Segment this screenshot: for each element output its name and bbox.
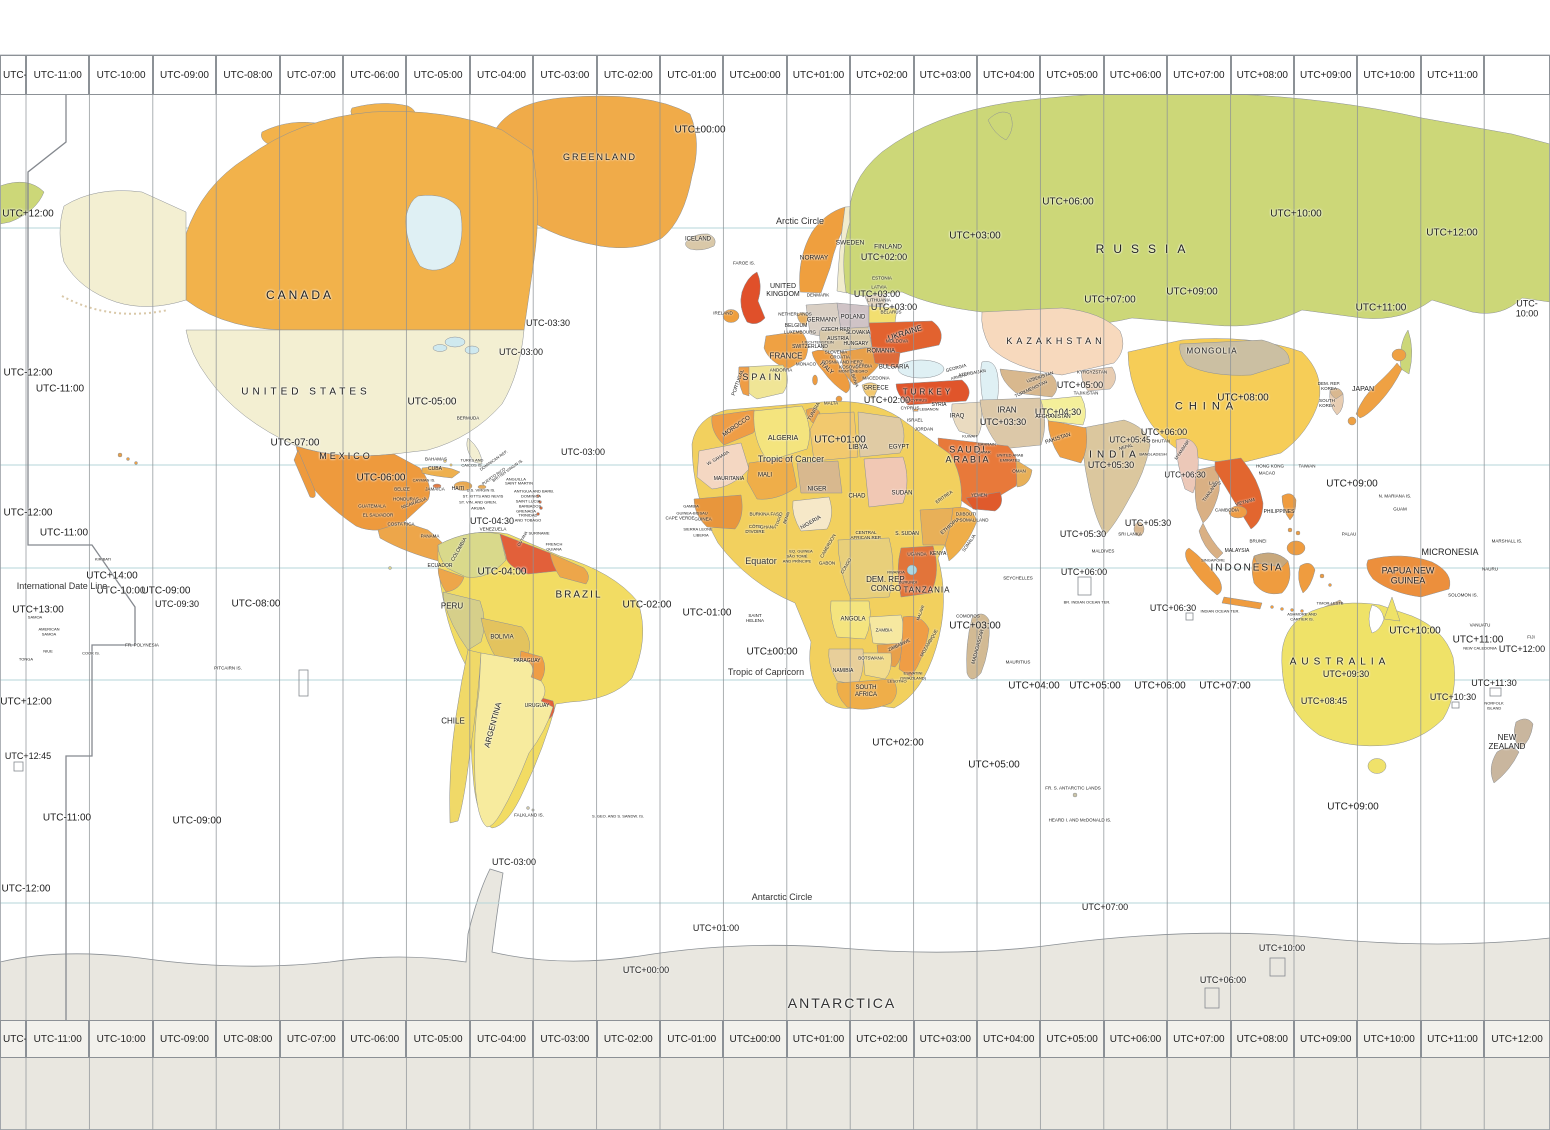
landmasses <box>0 91 1550 829</box>
kazakhstan <box>981 307 1124 376</box>
enclave-boxes <box>13 576 1502 1009</box>
international-date-line <box>27 55 136 1020</box>
alaska <box>59 190 187 307</box>
india <box>1081 419 1151 536</box>
mexico <box>295 445 430 531</box>
china <box>1127 338 1321 464</box>
antarctica-landmass <box>0 868 1550 1130</box>
australia <box>1281 602 1455 747</box>
timezone-boundary-lines <box>25 55 1485 1130</box>
russia <box>843 91 1550 327</box>
